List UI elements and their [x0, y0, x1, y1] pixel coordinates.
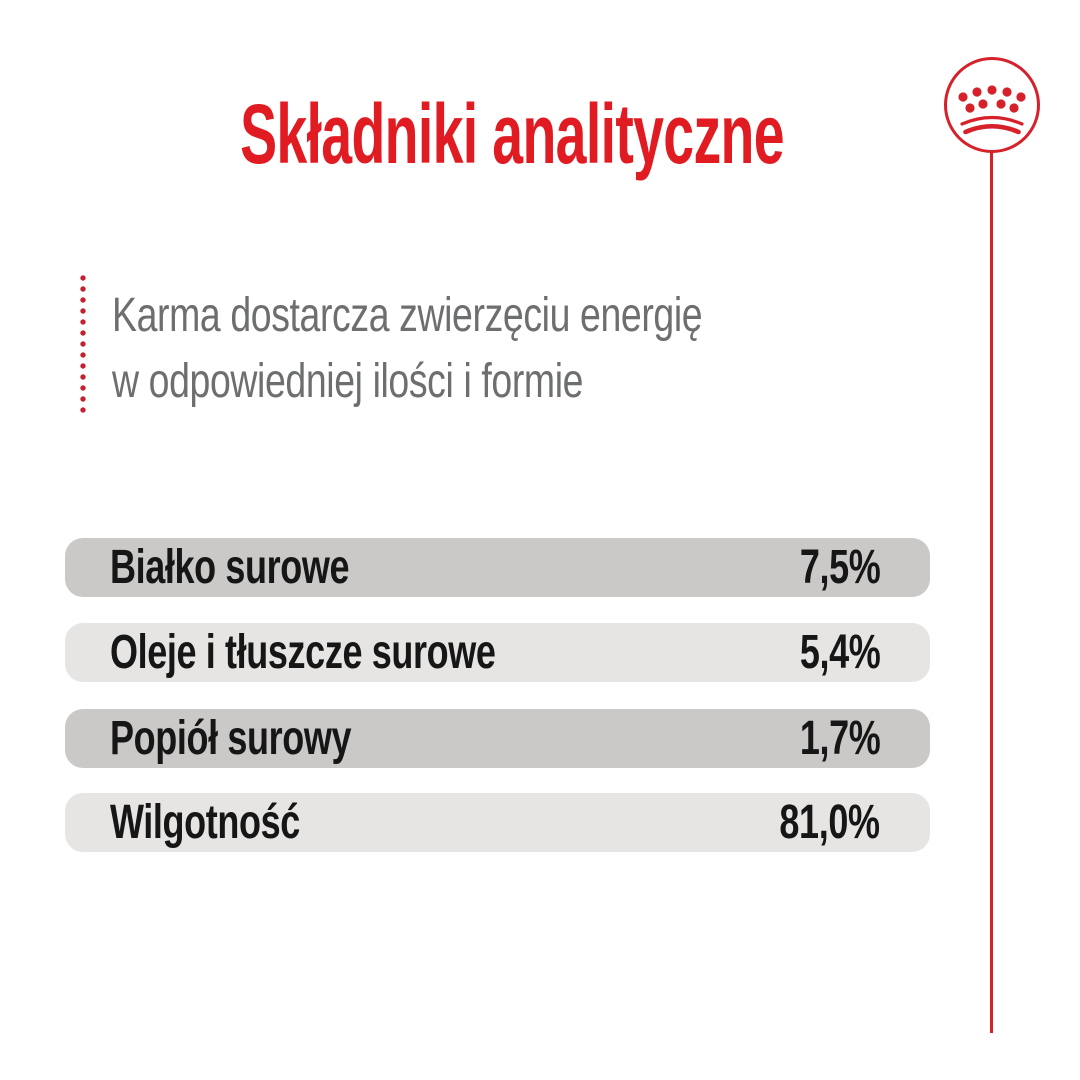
brand-logo	[942, 55, 1042, 155]
row-label: Popiół surowy	[110, 712, 352, 765]
intro-line-2: w odpowiedniej ilości i formie	[112, 355, 584, 408]
table-row-oleje-i-tluszcze: Oleje i tłuszcze surowe 5,4%	[65, 623, 930, 682]
vertical-accent-line	[990, 150, 993, 1033]
row-label: Oleje i tłuszcze surowe	[110, 626, 496, 679]
page-title: Składniki analityczne	[240, 87, 785, 181]
row-label: Wilgotność	[110, 796, 300, 849]
table-row-bialko-surowe: Białko surowe 7,5%	[65, 538, 930, 597]
row-label: Białko surowe	[110, 541, 350, 594]
intro-line-1: Karma dostarcza zwierzęciu energię	[112, 289, 703, 342]
row-value: 81,0%	[779, 796, 881, 849]
row-value: 7,5%	[799, 541, 880, 594]
row-value: 5,4%	[799, 626, 880, 679]
intro-text: Karma dostarcza zwierzęciu energię w odp…	[112, 283, 869, 415]
table-row-popiol-surowy: Popiół surowy 1,7%	[65, 709, 930, 768]
dotted-accent-line	[80, 275, 86, 418]
row-value: 1,7%	[799, 712, 880, 765]
royal-canin-crown-icon	[944, 57, 1040, 153]
table-row-wilgotnosc: Wilgotność 81,0%	[65, 793, 930, 852]
